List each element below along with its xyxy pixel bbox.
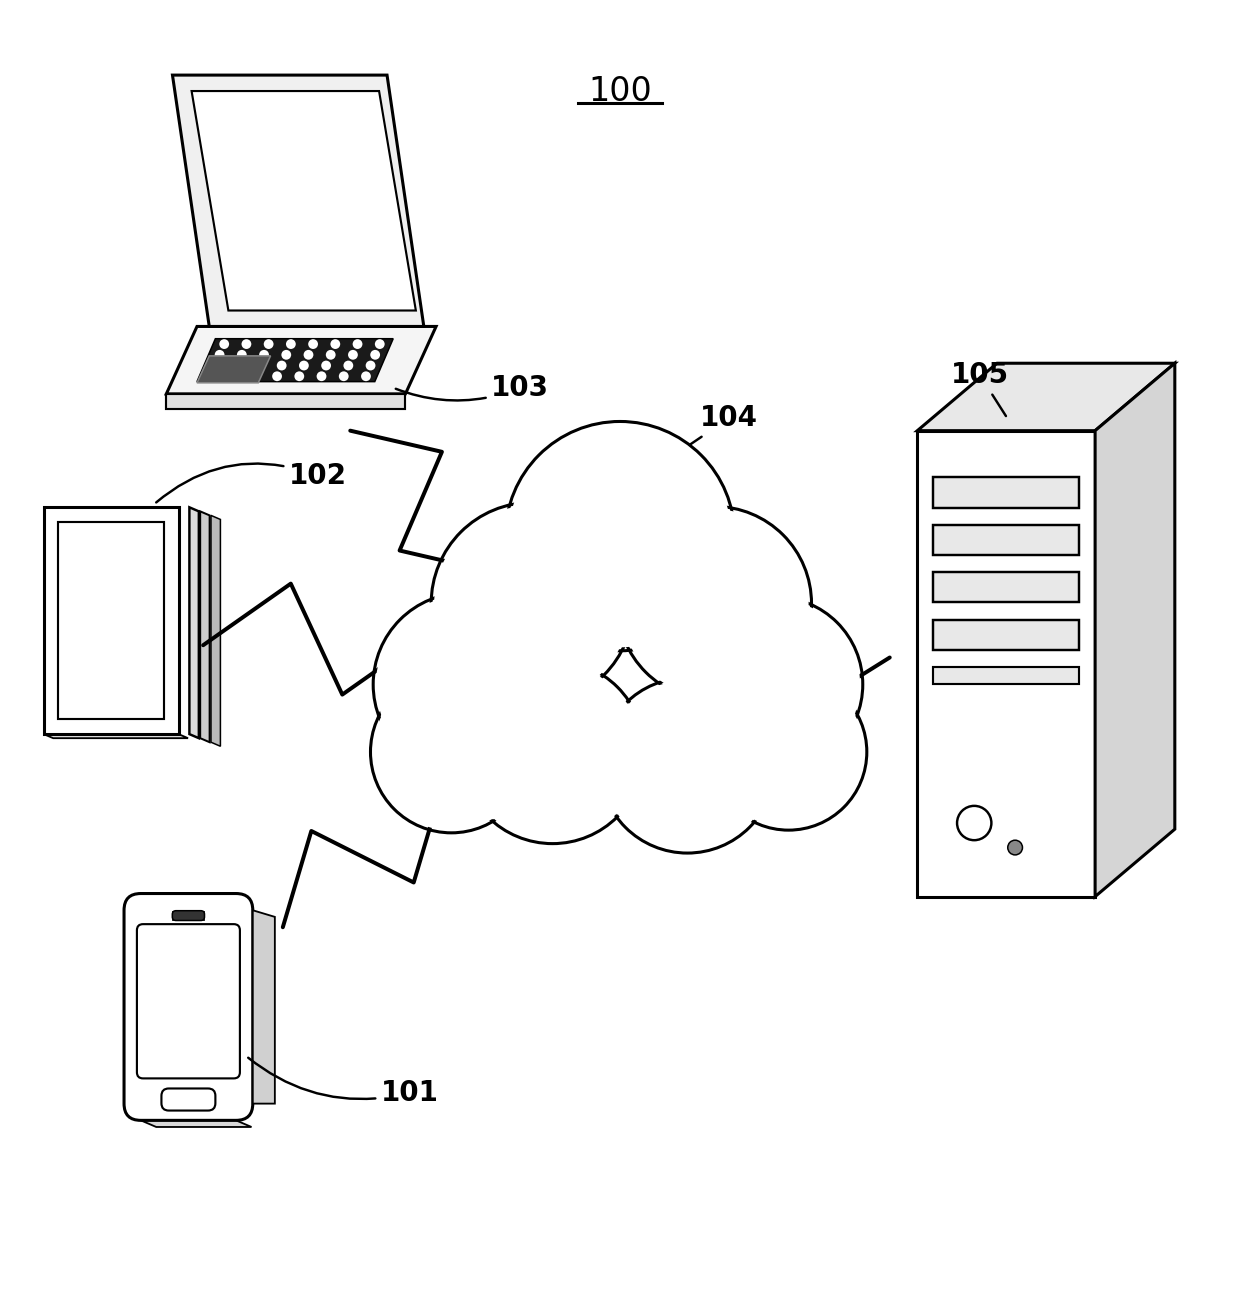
Circle shape	[371, 671, 532, 832]
Circle shape	[620, 509, 808, 698]
Circle shape	[1008, 840, 1023, 855]
Circle shape	[232, 360, 242, 371]
Circle shape	[215, 350, 224, 360]
Circle shape	[691, 600, 861, 769]
Circle shape	[237, 350, 247, 360]
Polygon shape	[43, 508, 179, 734]
Circle shape	[206, 371, 216, 381]
Circle shape	[374, 339, 384, 348]
Circle shape	[432, 502, 634, 705]
Bar	[934, 477, 1079, 508]
Bar	[934, 525, 1079, 555]
Circle shape	[210, 360, 219, 371]
Circle shape	[326, 350, 336, 360]
Circle shape	[250, 371, 259, 381]
Polygon shape	[172, 75, 424, 326]
Circle shape	[281, 350, 291, 360]
Circle shape	[371, 350, 381, 360]
Polygon shape	[200, 512, 210, 742]
Circle shape	[373, 593, 557, 776]
Polygon shape	[58, 522, 164, 719]
Circle shape	[687, 597, 863, 772]
Circle shape	[434, 505, 630, 702]
Circle shape	[242, 339, 252, 348]
Circle shape	[343, 360, 353, 371]
Polygon shape	[918, 431, 1095, 897]
Polygon shape	[211, 515, 221, 747]
Circle shape	[277, 360, 286, 371]
Circle shape	[259, 350, 269, 360]
Circle shape	[339, 371, 348, 381]
Circle shape	[330, 339, 340, 348]
Circle shape	[461, 660, 645, 844]
Text: 102: 102	[156, 462, 347, 502]
Circle shape	[264, 339, 274, 348]
Circle shape	[618, 506, 811, 701]
Bar	[934, 572, 1079, 602]
Circle shape	[376, 596, 554, 773]
Polygon shape	[918, 363, 1174, 431]
Polygon shape	[1095, 363, 1174, 897]
Circle shape	[508, 425, 732, 647]
Bar	[172, 911, 205, 920]
Text: 101: 101	[248, 1057, 439, 1107]
Circle shape	[957, 806, 992, 840]
Polygon shape	[190, 508, 198, 738]
Circle shape	[711, 673, 867, 830]
FancyBboxPatch shape	[172, 911, 205, 920]
FancyBboxPatch shape	[161, 1089, 216, 1111]
FancyBboxPatch shape	[124, 893, 253, 1120]
Polygon shape	[192, 91, 415, 310]
Circle shape	[294, 371, 304, 381]
Circle shape	[219, 339, 229, 348]
Circle shape	[304, 350, 314, 360]
Bar	[934, 619, 1079, 650]
Circle shape	[299, 360, 309, 371]
Text: 100: 100	[588, 75, 652, 108]
Polygon shape	[166, 326, 436, 394]
Circle shape	[352, 339, 362, 348]
Circle shape	[713, 676, 864, 827]
Text: 105: 105	[951, 362, 1009, 416]
Bar	[934, 667, 1079, 684]
Circle shape	[228, 371, 238, 381]
Polygon shape	[197, 339, 393, 381]
Circle shape	[286, 339, 296, 348]
Circle shape	[603, 680, 773, 851]
Circle shape	[361, 371, 371, 381]
Circle shape	[600, 677, 775, 853]
Polygon shape	[197, 356, 270, 383]
Circle shape	[506, 422, 734, 651]
Circle shape	[309, 339, 317, 348]
Circle shape	[316, 371, 326, 381]
Text: 104: 104	[622, 405, 758, 490]
Polygon shape	[253, 910, 275, 1103]
Polygon shape	[43, 734, 188, 738]
Polygon shape	[141, 1120, 252, 1127]
Circle shape	[366, 360, 376, 371]
Circle shape	[254, 360, 264, 371]
Circle shape	[272, 371, 281, 381]
Circle shape	[373, 673, 529, 830]
Circle shape	[321, 360, 331, 371]
Circle shape	[348, 350, 358, 360]
Circle shape	[464, 663, 641, 840]
Text: 103: 103	[396, 373, 549, 402]
FancyBboxPatch shape	[136, 924, 239, 1078]
Polygon shape	[166, 394, 405, 409]
